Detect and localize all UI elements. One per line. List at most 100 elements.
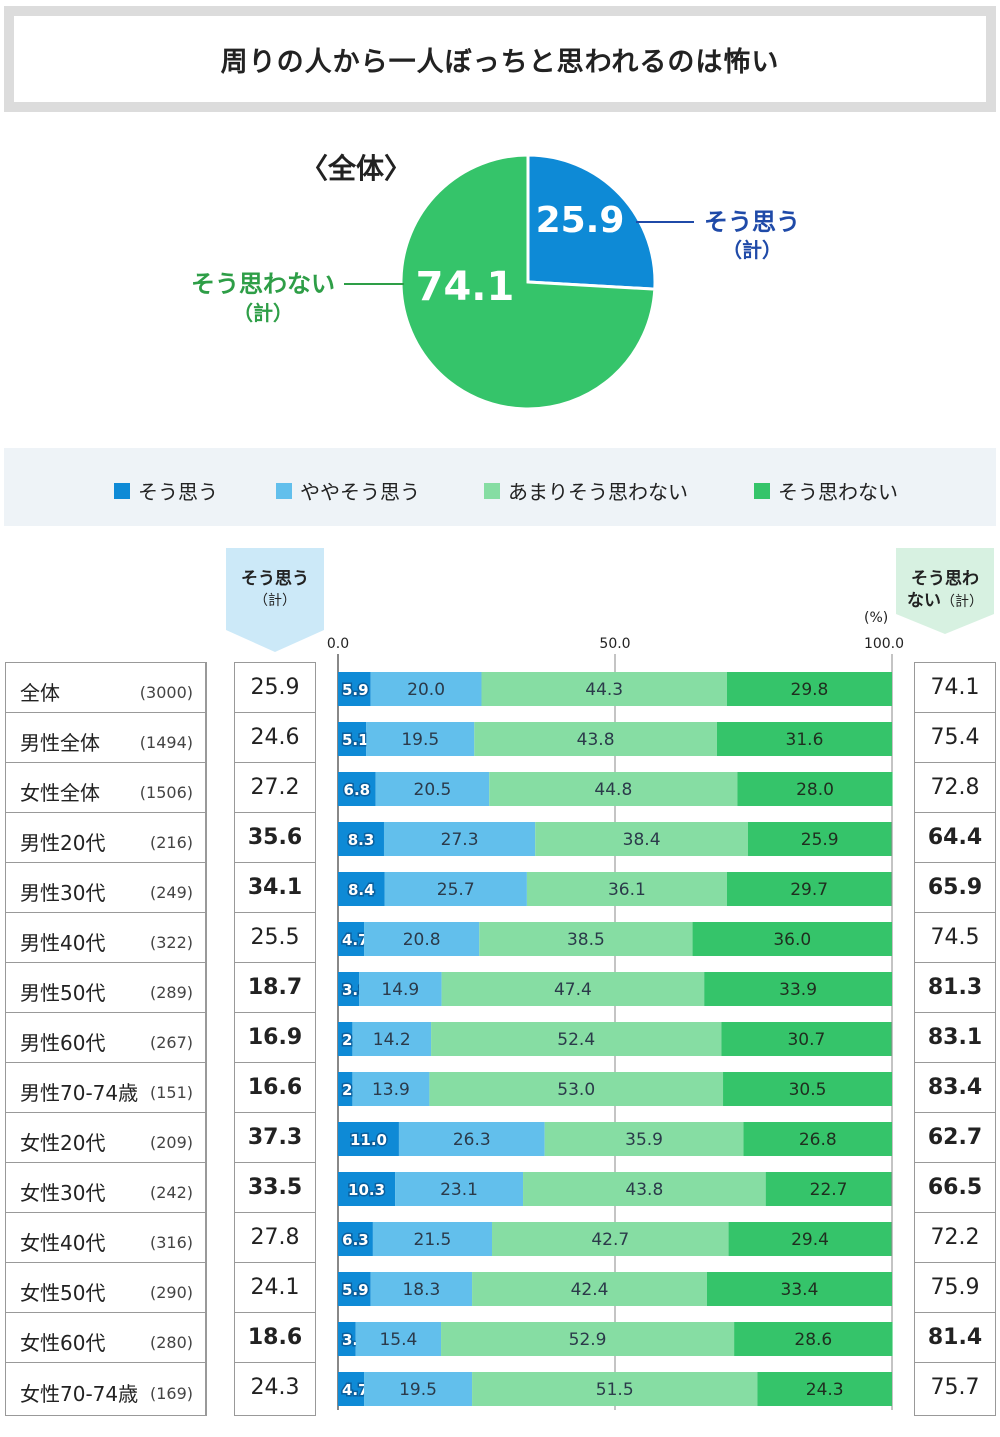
pie-no-value: 74.1 [416, 264, 515, 310]
bar-segment [441, 972, 705, 1006]
bar-value-label: 8.4 [348, 881, 375, 899]
title-frame: 周りの人から一人ぼっちと思われるのは怖い [4, 6, 996, 112]
total-value: 75.4 [930, 725, 980, 750]
no-total-cell: 81.3 [915, 963, 995, 1013]
bar-value-label: 28.6 [794, 1330, 832, 1350]
total-value: 24.1 [250, 1275, 300, 1300]
bar-value-label: 5.1 [342, 731, 369, 749]
bar-value-label: 20.0 [407, 680, 445, 700]
yes-total-cell: 24.3 [235, 1363, 315, 1413]
row-sample-size: (1506) [139, 783, 193, 802]
legend-label: そう思わない [778, 480, 898, 504]
pie-no-label: そう思わない [191, 270, 335, 298]
bar-segment [352, 1022, 432, 1056]
bar-value-label: 42.7 [591, 1230, 629, 1250]
bar-value-label: 52.9 [569, 1330, 607, 1350]
axis-tick-label: 50.0 [599, 636, 630, 652]
bar-segment [472, 1372, 758, 1406]
row-label-cell: 女性全体 (1506) [6, 763, 205, 813]
row-label-cell: 男性全体 (1494) [6, 713, 205, 763]
bar-value-label: 44.8 [594, 780, 632, 800]
bar-value-label: 29.8 [791, 680, 829, 700]
row-label-cell: 女性50代 (290) [6, 1263, 205, 1313]
row-sample-size: (290) [149, 1283, 193, 1302]
chart-title: 周りの人から一人ぼっちと思われるのは怖い [14, 16, 986, 102]
bar-value-label: 33.4 [781, 1280, 819, 1300]
row-label: 男性40代 [20, 931, 106, 955]
legend-swatch [484, 482, 500, 499]
total-value: 24.3 [250, 1375, 300, 1400]
row-label-cell: 男性60代 (267) [6, 1013, 205, 1063]
bar-segment [355, 1322, 442, 1356]
yes-total-cell: 24.6 [235, 713, 315, 763]
row-sample-size: (249) [149, 883, 193, 902]
bar-value-label: 8.3 [348, 831, 375, 849]
legend-band: そう思う ややそう思う あまりそう思わない そう思わない [4, 448, 996, 526]
bar-value-label: 29.7 [790, 880, 828, 900]
row-label-cell: 男性30代 (249) [6, 863, 205, 913]
bar-segment [338, 1172, 396, 1206]
no-total-cell: 74.1 [915, 663, 995, 713]
no-total-header-line2-text: ない [907, 591, 941, 611]
yes-total-header-line1: そう思う [241, 569, 309, 589]
row-sample-size: (280) [149, 1333, 193, 1352]
bar-segment [338, 1322, 356, 1356]
row-sample-size: (209) [149, 1133, 193, 1152]
yes-total-column: 25.9 24.6 27.2 35.6 34.1 25.5 18.7 16.9 16.6 37.3… [234, 662, 316, 1416]
no-total-cell: 75.9 [915, 1263, 995, 1313]
row-label: 男性50代 [20, 981, 106, 1005]
bar-segment [479, 922, 693, 956]
bar-segment [472, 1272, 707, 1306]
bar-value-label: 25.9 [801, 830, 839, 850]
bar-value-label: 30.5 [789, 1080, 827, 1100]
no-total-cell: 65.9 [915, 863, 995, 913]
no-total-header-bg [896, 548, 994, 634]
row-sample-size: (322) [149, 933, 193, 952]
total-value: 64.4 [927, 825, 983, 850]
bar-segment [726, 672, 892, 706]
total-value: 72.2 [930, 1225, 980, 1250]
total-value: 25.5 [250, 925, 300, 950]
axis-tick-label: 100.0 [864, 636, 904, 652]
stacked-bar-chart: 0.0 50.0 100.0 5.9 20.0 44.3 29.8 5.1 19.5 43.8 3… [327, 636, 904, 1410]
total-value: 75.9 [930, 1275, 980, 1300]
bar-segment [734, 1322, 893, 1356]
bar-value-label: 26.3 [453, 1130, 491, 1150]
row-sample-size: (267) [149, 1033, 193, 1052]
yes-total-cell: 27.2 [235, 763, 315, 813]
bar-value-label: 36.0 [773, 930, 811, 950]
row-label-cell: 全体 (3000) [6, 663, 205, 713]
bar-value-label: 26.8 [799, 1130, 837, 1150]
bar-segment [338, 1122, 399, 1156]
row-label-cell: 男性20代 (216) [6, 813, 205, 863]
bar-segment [398, 1122, 545, 1156]
bar-value-label: 35.9 [625, 1130, 663, 1150]
pie-yes-sub: （計） [722, 238, 782, 262]
bar-value-label: 42.4 [571, 1280, 609, 1300]
row-label-cell: 女性40代 (316) [6, 1213, 205, 1263]
yes-total-cell: 25.5 [235, 913, 315, 963]
total-value: 27.8 [250, 1225, 300, 1250]
bar-segment [544, 1122, 744, 1156]
row-label-cell: 女性70-74歳 (169) [6, 1363, 205, 1413]
bar-segment [338, 922, 365, 956]
bar-segment [372, 1222, 493, 1256]
bar-value-label: 25.7 [437, 880, 475, 900]
no-total-header-line2: ない（計） [896, 590, 994, 613]
bar-segment [441, 1322, 735, 1356]
total-value: 16.9 [247, 1025, 303, 1050]
total-value: 62.7 [927, 1125, 983, 1150]
bar-segment [338, 872, 385, 906]
row-sample-size: (216) [149, 833, 193, 852]
total-value: 65.9 [927, 875, 983, 900]
bar-value-label: 29.4 [791, 1230, 829, 1250]
bar-value-label: 20.5 [414, 780, 452, 800]
pie-yes-value: 25.9 [536, 200, 625, 241]
bar-value-label: 24.3 [806, 1380, 844, 1400]
total-value: 81.4 [927, 1325, 983, 1350]
bar-segment [743, 1122, 892, 1156]
bar-segment [366, 722, 475, 756]
bar-value-label: 47.4 [554, 980, 592, 1000]
legend-item-no: あまりそう思わない [484, 476, 688, 505]
bar-segment [492, 1222, 729, 1256]
